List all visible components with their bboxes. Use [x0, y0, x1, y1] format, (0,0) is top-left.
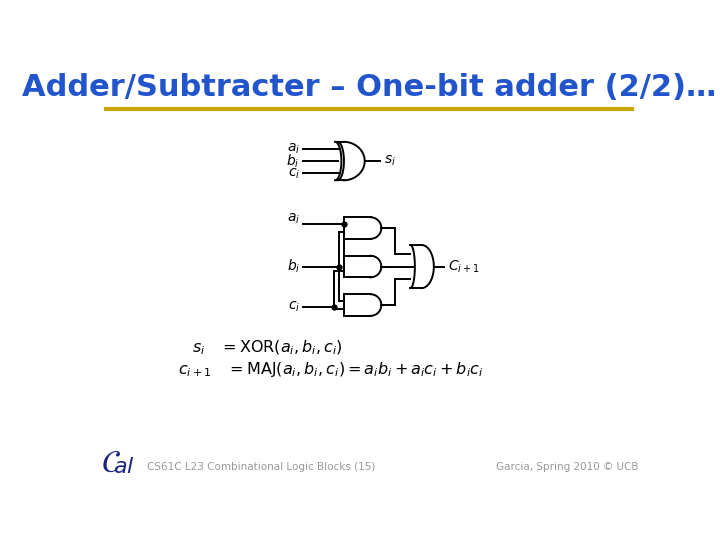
- Text: $a_i$: $a_i$: [287, 212, 300, 226]
- Text: $al$: $al$: [112, 456, 135, 478]
- Text: $c_{i+1} \quad = \mathrm{MAJ}(a_i, b_i, c_i) = a_i b_i + a_i c_i + b_i c_i$: $c_{i+1} \quad = \mathrm{MAJ}(a_i, b_i, …: [178, 360, 484, 379]
- Text: CS61C L23 Combinational Logic Blocks (15): CS61C L23 Combinational Logic Blocks (15…: [148, 462, 376, 472]
- Text: Garcia, Spring 2010 © UCB: Garcia, Spring 2010 © UCB: [496, 462, 639, 472]
- Text: $\mathcal{C}$: $\mathcal{C}$: [101, 448, 121, 479]
- Text: Adder/Subtracter – One-bit adder (2/2)…: Adder/Subtracter – One-bit adder (2/2)…: [22, 73, 716, 103]
- Text: $s_i \quad = \mathrm{XOR}(a_i, b_i, c_i)$: $s_i \quad = \mathrm{XOR}(a_i, b_i, c_i)…: [192, 339, 343, 357]
- Text: $b_i$: $b_i$: [287, 152, 300, 170]
- Text: $c_i$: $c_i$: [288, 300, 300, 314]
- Text: $a_i$: $a_i$: [287, 141, 300, 156]
- Text: $s_i$: $s_i$: [384, 154, 396, 168]
- Text: $C_{i+1}$: $C_{i+1}$: [448, 258, 479, 275]
- Text: $c_i$: $c_i$: [287, 166, 300, 180]
- Text: $b_i$: $b_i$: [287, 258, 300, 275]
